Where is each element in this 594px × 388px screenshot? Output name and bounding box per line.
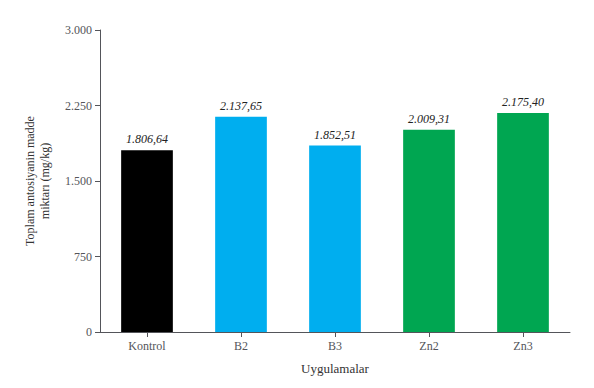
svg-text:1.806,64: 1.806,64 [126, 132, 168, 146]
svg-text:0: 0 [86, 325, 92, 339]
svg-text:3.000: 3.000 [65, 23, 92, 37]
svg-text:2.137,65: 2.137,65 [220, 99, 262, 113]
svg-text:Zn2: Zn2 [419, 339, 438, 353]
svg-text:miktarı (mg/kg): miktarı (mg/kg) [38, 143, 52, 219]
svg-text:1.852,51: 1.852,51 [314, 128, 356, 142]
svg-text:B2: B2 [234, 339, 248, 353]
svg-text:2.009,31: 2.009,31 [408, 112, 450, 126]
svg-text:750: 750 [74, 250, 92, 264]
svg-text:Kontrol: Kontrol [128, 339, 166, 353]
svg-text:Zn3: Zn3 [513, 339, 532, 353]
svg-text:B3: B3 [328, 339, 342, 353]
svg-text:2.175,40: 2.175,40 [502, 95, 544, 109]
svg-text:Toplam antosiyanin madde: Toplam antosiyanin madde [23, 116, 37, 246]
svg-text:Uygulamalar: Uygulamalar [301, 361, 370, 376]
svg-text:1.500: 1.500 [65, 174, 92, 188]
svg-text:2.250: 2.250 [65, 99, 92, 113]
